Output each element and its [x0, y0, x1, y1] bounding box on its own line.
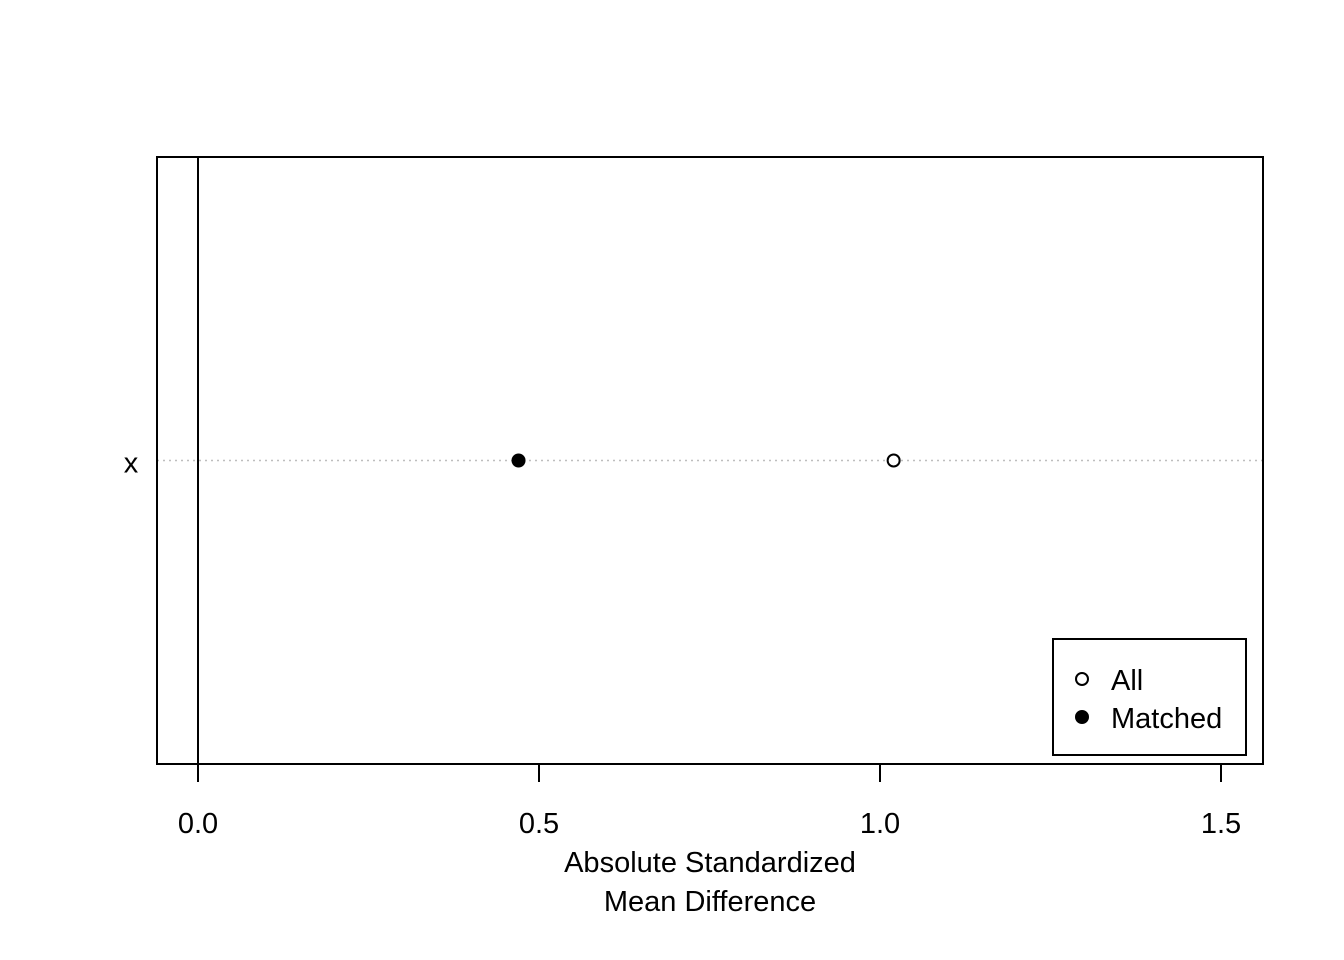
- x-axis: 0.0 0.5 1.0 1.5: [178, 764, 1241, 840]
- matched-point: [511, 453, 526, 468]
- legend-marker-matched: [1075, 710, 1089, 724]
- legend-label-all: All: [1111, 665, 1143, 697]
- y-axis-labels: x: [124, 448, 139, 480]
- legend-box: [1052, 638, 1247, 756]
- x-tick-label: 0.0: [178, 808, 218, 840]
- all-point: [886, 453, 901, 468]
- data-points: [511, 453, 901, 468]
- x-axis-title-line-1: Absolute Standardized: [564, 847, 856, 879]
- x-tick-label: 1.5: [1201, 808, 1241, 840]
- legend-marker-all: [1075, 672, 1089, 686]
- legend-label-matched: Matched: [1111, 703, 1222, 735]
- plot-frame: [156, 156, 1264, 765]
- legend: All Matched: [1052, 638, 1247, 756]
- x-tick-label: 0.5: [519, 808, 559, 840]
- category-label: x: [124, 448, 139, 480]
- x-axis-title-line-2: Mean Difference: [604, 886, 816, 918]
- x-tick-label: 1.0: [860, 808, 900, 840]
